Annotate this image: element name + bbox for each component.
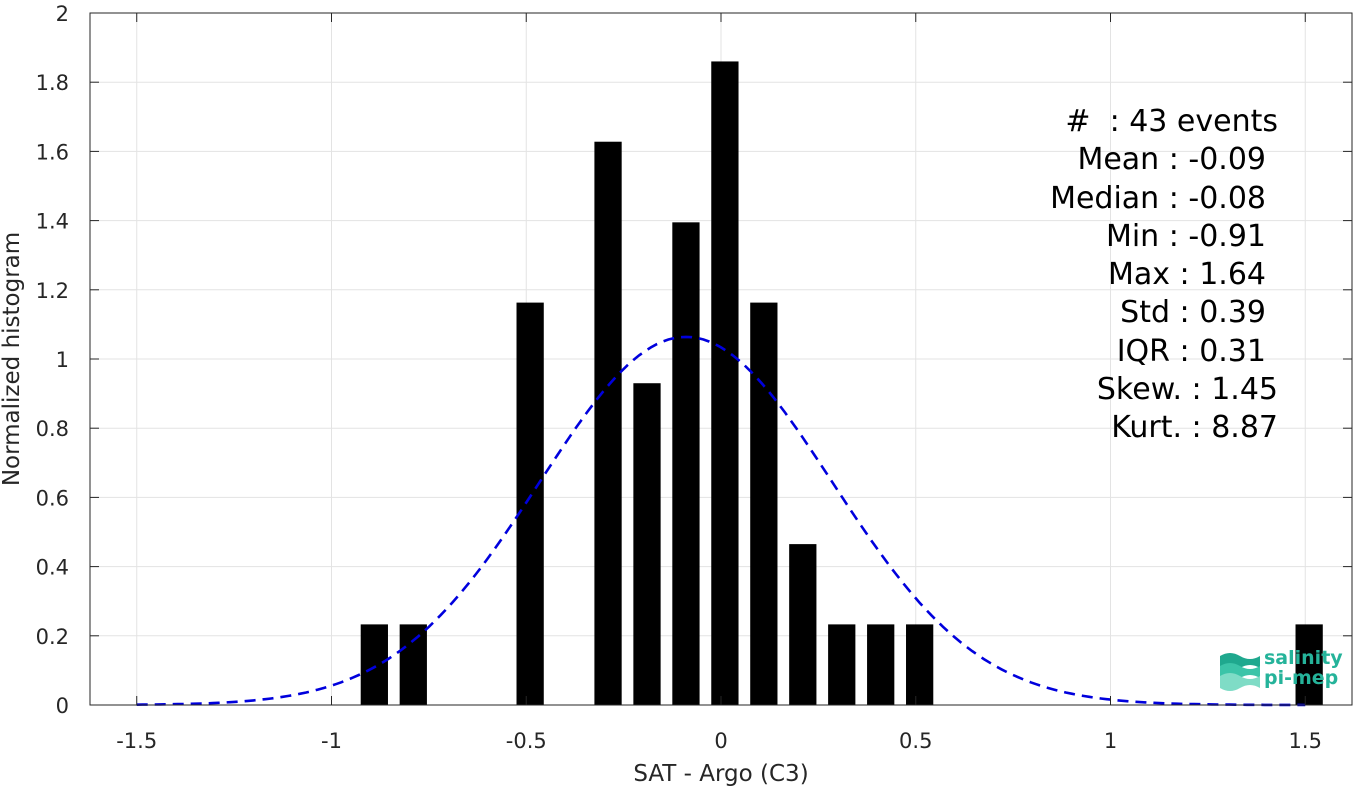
y-axis-label: Normalized histogram <box>0 232 25 486</box>
y-tick-label: 1 <box>56 348 69 372</box>
stat-line: # : 43 events <box>1065 104 1278 139</box>
histogram-bars <box>360 61 1323 705</box>
x-axis-label: SAT - Argo (C3) <box>633 761 808 787</box>
histogram-bar <box>867 624 895 705</box>
normal-fit-line <box>136 335 1306 707</box>
stat-line: IQR : 0.31 <box>1116 333 1266 369</box>
histogram-bar <box>1295 624 1323 705</box>
y-tick-label: 0.6 <box>36 486 69 510</box>
histogram-bar <box>399 624 427 705</box>
histogram-bar <box>828 624 856 705</box>
stat-line: Min : -0.91 <box>1105 218 1266 254</box>
stat-line: Std : 0.39 <box>1120 295 1266 331</box>
histogram-bar <box>516 302 544 705</box>
y-tick-label: 1.8 <box>36 71 69 95</box>
histogram-bar <box>672 222 700 705</box>
y-tick-label: 0.8 <box>36 417 69 441</box>
y-tick-labels: 0 0.2 0.4 0.6 0.8 1 1.2 1.4 1.6 1.8 2 <box>36 2 69 718</box>
histogram-bar <box>789 544 817 705</box>
histogram-bar <box>906 624 934 705</box>
x-tick-label: -1 <box>321 729 342 753</box>
y-tick-label: 0.4 <box>36 556 69 580</box>
logo-line-1: salinity <box>1264 647 1343 669</box>
logo-line-2: pi-mep <box>1264 667 1339 689</box>
stat-line: Median : -0.08 <box>1050 180 1266 216</box>
x-tick-label: -1.5 <box>116 729 157 753</box>
y-tick-label: 0.2 <box>36 625 69 649</box>
logo-text: salinity pi-mep <box>1264 648 1343 688</box>
stat-line: Skew. : 1.45 <box>1096 372 1278 408</box>
x-tick-label: 0 <box>714 729 727 753</box>
y-tick-label: 1.6 <box>36 140 69 164</box>
salinity-pimep-logo: salinity pi-mep <box>1216 648 1346 694</box>
stat-line: Kurt. : 8.87 <box>1111 410 1278 446</box>
histogram-bar <box>360 624 388 705</box>
x-tick-labels: -1.5 -1 -0.5 0 0.5 1 1.5 <box>116 729 1322 753</box>
x-tick-label: -0.5 <box>506 729 547 753</box>
x-tick-label: 0.5 <box>899 729 932 753</box>
y-tick-label: 2 <box>56 2 69 26</box>
histogram-bar <box>750 302 778 705</box>
x-tick-label: 1.5 <box>1289 729 1322 753</box>
normal-fit-curve <box>136 335 1306 707</box>
statistics-panel: # : 43 events Mean : -0.09 Median : -0.0… <box>1050 103 1278 448</box>
histogram-bar <box>594 141 622 705</box>
logo-waves-icon <box>1220 653 1260 691</box>
histogram-bar <box>633 383 661 705</box>
y-tick-label: 1.4 <box>36 210 69 234</box>
stat-line: Max : 1.64 <box>1108 257 1266 293</box>
y-tick-label: 1.2 <box>36 279 69 303</box>
stat-line: Mean : -0.09 <box>1077 142 1266 178</box>
y-tick-label: 0 <box>56 694 69 718</box>
axes <box>89 12 1353 706</box>
histogram-bar <box>711 61 739 705</box>
x-tick-label: 1 <box>1104 729 1117 753</box>
